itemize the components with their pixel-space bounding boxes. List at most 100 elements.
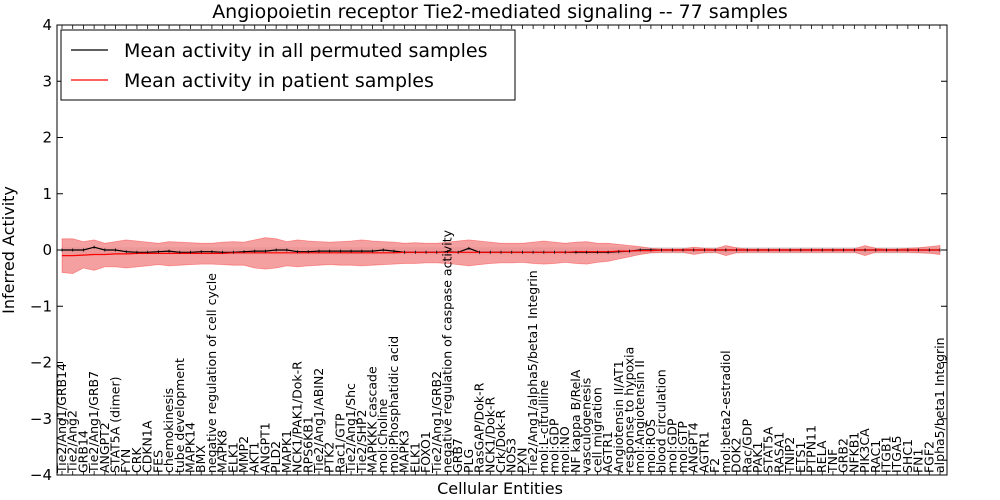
y-tick-label: −1 [30,297,52,315]
x-tick-label: CDKN1A [140,420,155,473]
x-tick-label: PLD2 [268,441,283,473]
x-tick-label: AGTR1 [600,431,615,473]
x-tick-label: CRK [129,447,144,473]
x-tick-label: mol:GDP [547,418,562,473]
x-tick-label: ANGPT1 [257,422,272,473]
x-tick-label: RELA [814,440,829,473]
x-tick-label: TNIP2 [782,437,797,474]
y-tick-label: −3 [30,410,52,428]
legend-label-patient: Mean activity in patient samples [124,70,434,92]
x-tick-label: mol:NO [557,426,572,473]
legend-label-permuted: Mean activity in all permuted samples [124,40,487,62]
plot-area: −4 −3 −2 −1 0 1 2 3 4 [30,16,947,484]
x-tick-label: FES [150,450,165,473]
x-tick-label: ANGPT2 [97,422,112,473]
x-tick-label: GRB2 [836,438,851,473]
x-tick-label: ELK1 [225,442,240,473]
y-tick-label: −4 [30,466,52,484]
x-tick-label: NF kappa B/RelA [568,369,583,473]
x-tick-label: MAPK14 [182,422,197,473]
x-tick-label: negative regulation of caspase activity [439,229,454,473]
x-tick-label: FYN [118,449,133,473]
legend-box [60,29,516,101]
x-tick-label: PAK1 [750,442,765,473]
x-tick-label: NCK1/Dok-R [482,397,497,473]
x-tick-label: Tie2/Ang1/GRB7 [86,371,101,474]
x-tick-label: FN1 [911,449,926,474]
chart-title: Angiopoietin receptor Tie2-mediated sign… [212,1,788,23]
x-tick-label: mol:Phosphatidic acid [386,336,401,473]
x-tick-label: cell migration [589,387,604,473]
x-tick-label: RAC1 [868,440,883,473]
x-tick-label: Tie2/SHP2 [354,410,369,474]
x-tick-label: Tie2/Ang1/ABIN2 [311,368,326,474]
x-tick-label: AKT1 [247,442,262,473]
x-tick-label: Crk/Dok-R [493,410,508,473]
x-tick-label: blood circulation [654,369,669,473]
x-tick-label: BMX [193,445,208,473]
x-tick-label: Tie2/Ang1/alpha5/beta1 Integrin [525,270,540,474]
band-patient [61,237,941,275]
x-tick-label: PTPN11 [804,425,819,473]
x-tick-label: Rac1/GTP [332,413,347,473]
x-tick-label: RasGAP/Dok-R [472,382,487,473]
x-tick-label: mol:Choline [375,398,390,473]
x-tick-label: SHC1 [900,439,915,473]
x-tick-label: ELK1 [407,442,422,473]
x-tick-label: mol:L-citrulline [536,380,551,473]
x-tick-label: PXN [514,448,529,473]
x-tick-label: alpha5/beta1 Integrin [932,337,947,473]
x-tick-label: F2 [707,458,722,473]
x-tick-label: STAT5A (dimer) [108,377,123,473]
y-tick-label: 3 [42,72,52,90]
x-tick-label: AGTR1 [696,431,711,473]
x-tick-label: Tie2/Ang1/GRB14 [54,363,69,474]
x-tick-label: MAPK8 [215,430,230,473]
legend: Mean activity in all permuted samples Me… [60,29,516,101]
x-tick-label: Tie2/Ang2 [65,410,80,474]
x-tick-label: ETS1 [793,442,808,473]
x-tick-label: RPS6KB1 [300,416,315,473]
x-tick-label: ITGA5 [889,435,904,473]
x-tick-label: mol:GTP [675,421,690,473]
y-tick-label: 0 [42,241,52,259]
x-tick-label: FGF2 [921,441,936,473]
x-tick-label: mol:GDP [664,418,679,473]
y-tick-label: 1 [42,185,52,203]
x-tick-label: TNF [825,449,840,474]
x-tick-label: response to hypoxia [621,347,636,473]
x-tick-label: NOS3 [504,438,519,473]
y-tick-label: −2 [30,354,52,372]
x-tick-label: MAPK3 [397,430,412,473]
x-tick-label: Tie2/Ang1/Shc [343,383,358,474]
x-tick-label: vasculogenesis [579,378,594,473]
x-tick-label: MAPK1 [279,430,294,473]
x-tick-label: FOXO1 [418,431,433,473]
y-tick-label: 2 [42,129,52,147]
x-tick-label: STAT5A [761,426,776,473]
y-axis-label: Inferred Activity [0,186,18,314]
x-tick-label: mol:Angiotensin II [632,360,647,473]
x-tick-label: MMP2 [236,436,251,473]
x-tick-label: PTK2 [322,442,337,473]
x-tick-label: NFKB1 [846,432,861,473]
y-tick-label: 4 [42,16,52,34]
x-tick-label: DOK2 [729,437,744,473]
plot-frame [56,24,948,476]
x-tick-label: negative regulation of cell cycle [204,273,219,473]
x-tick-label: Angiotensin II/AT1 [611,360,626,473]
x-tick-label: NCK1/PAK1/Dok-R [290,361,305,473]
x-tick-label: ANGPT4 [686,422,701,473]
x-tick-label: GRB14 [75,430,90,473]
x-axis-label: Cellular Entities [437,479,563,498]
x-tick-label: MAPKKK cascade [365,366,380,473]
x-tick-label: Tie2/Ang1/GRB2 [429,371,444,474]
x-tick-label: PLG [461,449,476,473]
x-tick-label: mol:ROS [643,419,658,473]
x-tick-label: RASA1 [771,432,786,473]
x-tick-label: Rac/GDP [739,419,754,473]
x-tick-label: tube development [172,358,187,473]
x-tick-label: ITGB1 [878,435,893,473]
x-tick-label: GRB7 [450,438,465,473]
